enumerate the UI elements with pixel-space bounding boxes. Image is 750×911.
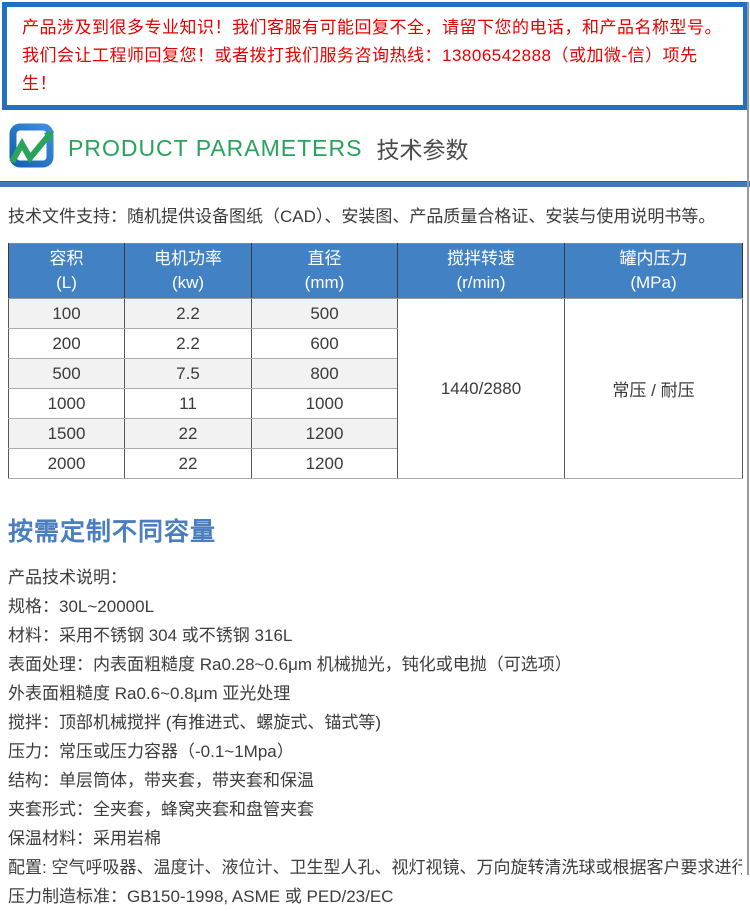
service-notice-banner: 产品涉及到很多专业知识！我们客服有可能回复不全，请留下您的电话，和产品名称型号。…: [2, 2, 748, 110]
brand-logo-icon: [9, 123, 54, 168]
spec-list: 产品技术说明： 规格：30L~20000L 材料：采用不锈钢 304 或不锈钢 …: [8, 563, 742, 911]
merged-cell-tank-pressure: 常压 / 耐压: [564, 298, 743, 479]
custom-capacity-heading: 按需定制不同容量: [8, 518, 217, 546]
col-header-volume: 容积 (L): [8, 243, 125, 299]
table-cell: 2.2: [124, 298, 252, 329]
table-cell: 600: [251, 328, 398, 359]
table-cell: 1500: [8, 418, 125, 449]
spec-line: 材料：采用不锈钢 304 或不锈钢 316L: [8, 626, 293, 645]
col-header-diameter: 直径 (mm): [251, 243, 398, 299]
service-notice-text: 产品涉及到很多专业知识！我们客服有可能回复不全，请留下您的电话，和产品名称型号。…: [22, 18, 722, 93]
section-title-en: PRODUCT PARAMETERS: [68, 134, 363, 161]
table-cell: 1000: [8, 388, 125, 419]
col-header-motor-power: 电机功率 (kw): [124, 243, 252, 299]
table-row: 1000 11 1000: [8, 388, 743, 419]
table-cell: 200: [8, 328, 125, 359]
table-row: 500 7.5 800: [8, 358, 743, 389]
col-header-stir-speed: 搅拌转速 (r/min): [397, 243, 565, 299]
spec-line: 压力制造标准：GB150-1998, ASME 或 PED/23/EC: [8, 887, 394, 906]
section-title-zh: 技术参数: [376, 137, 469, 163]
table-cell: 100: [8, 298, 125, 329]
merged-cell-stir-speed: 1440/2880: [397, 298, 565, 479]
spec-line: 搅拌：顶部机械搅拌 (有推进式、螺旋式、锚式等): [8, 713, 382, 732]
table-cell: 500: [251, 298, 398, 329]
spec-line: 保温材料：采用岩棉: [8, 829, 161, 848]
table-cell: 22: [124, 418, 252, 449]
table-cell: 1000: [251, 388, 398, 419]
table-cell: 1200: [251, 418, 398, 449]
parameters-table: 容积 (L) 电机功率 (kw) 直径 (mm) 搅拌转速 (r/min) 罐内…: [8, 243, 743, 479]
table-row: 1500 22 1200: [8, 418, 743, 449]
spec-line: 产品技术说明：: [8, 568, 127, 587]
col-header-tank-pressure: 罐内压力 (MPa): [564, 243, 743, 299]
spec-line: 规格：30L~20000L: [8, 597, 155, 616]
page-right-edge-line: [747, 2, 749, 875]
table-cell: 1200: [251, 448, 398, 479]
spec-line: 外表面粗糙度 Ra0.6~0.8μm 亚光处理: [8, 684, 291, 703]
table-cell: 2000: [8, 448, 125, 479]
section-header: PRODUCT PARAMETERS 技术参数: [0, 123, 750, 173]
table-cell: 2.2: [124, 328, 252, 359]
section-divider: [0, 181, 750, 187]
spec-line: 夹套形式：全夹套，蜂窝夹套和盘管夹套: [8, 800, 314, 819]
spec-line: 压力：常压或压力容器（-0.1~1Mpa）: [8, 742, 294, 761]
table-row: 100 2.2 500 1440/2880 常压 / 耐压: [8, 298, 743, 479]
spec-line: 结构：单层筒体，带夹套，带夹套和保温: [8, 771, 314, 790]
table-cell: 500: [8, 358, 125, 389]
table-header-row: 容积 (L) 电机功率 (kw) 直径 (mm) 搅拌转速 (r/min) 罐内…: [8, 243, 743, 299]
table-cell: 22: [124, 448, 252, 479]
table-cell: 800: [251, 358, 398, 389]
table-row: 2000 22 1200: [8, 448, 743, 479]
table-cell: 11: [124, 388, 252, 419]
spec-line: 表面处理：内表面粗糙度 Ra0.28~0.6μm 机械抛光，钝化或电抛（可选项）: [8, 655, 572, 674]
table-cell: 7.5: [124, 358, 252, 389]
tech-support-text: 技术文件支持：随机提供设备图纸（CAD）、安装图、产品质量合格证、安装与使用说明…: [8, 207, 716, 226]
spec-line: 配置: 空气呼吸器、温度计、液位计、卫生型人孔、视灯视镜、万向旋转清洗球或根据客…: [8, 858, 742, 877]
